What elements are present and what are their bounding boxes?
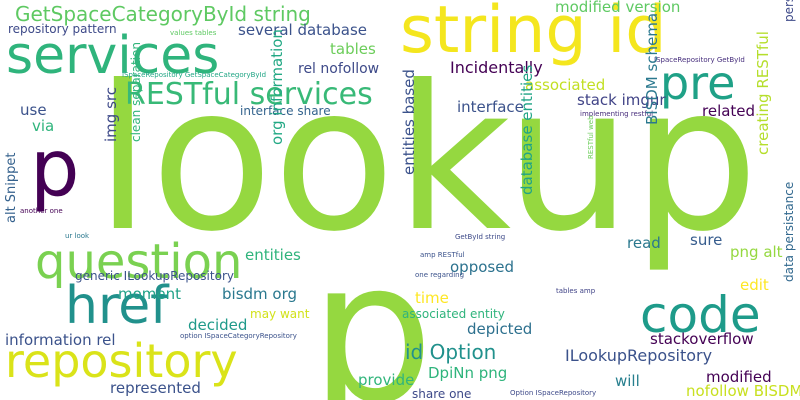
cloud-word: tables amp	[556, 287, 596, 295]
cloud-word: database entities	[518, 64, 536, 195]
cloud-word: img src	[102, 87, 120, 142]
cloud-word: use	[20, 101, 47, 119]
cloud-word: ur look	[65, 232, 90, 240]
cloud-word: data persistance	[782, 181, 796, 282]
cloud-word: GetById string	[455, 233, 506, 241]
cloud-word: information rel	[5, 331, 116, 349]
cloud-word: share one	[412, 387, 472, 400]
cloud-word: bisdm org	[222, 285, 298, 303]
cloud-word: DpiNn png	[428, 364, 508, 382]
cloud-word: depicted	[467, 320, 533, 338]
cloud-word: modified version	[555, 0, 681, 16]
cloud-word: opposed	[450, 258, 514, 276]
cloud-word: via	[32, 117, 55, 135]
cloud-word: persistance retrieval	[782, 0, 796, 22]
cloud-word: p	[310, 219, 434, 400]
cloud-word: entities	[245, 246, 301, 264]
cloud-word: amp RESTful	[420, 251, 465, 259]
cloud-word: clean separation	[129, 42, 143, 142]
cloud-word: sure	[690, 231, 723, 249]
cloud-word: tables	[330, 40, 376, 58]
cloud-word: p	[30, 124, 80, 214]
cloud-word: nofollow BISDM	[686, 382, 800, 400]
cloud-word: href	[65, 276, 169, 336]
cloud-word: id Option	[405, 340, 497, 364]
cloud-word: creating RESTful	[754, 31, 772, 155]
cloud-word: pre	[660, 56, 736, 110]
cloud-word: several database	[238, 21, 367, 39]
cloud-word: implementing restful	[580, 110, 654, 118]
cloud-word: RESTful web	[587, 115, 595, 159]
cloud-word: interface share	[240, 104, 331, 118]
cloud-word: may want	[250, 307, 310, 321]
cloud-word: associated	[525, 76, 606, 94]
cloud-word: ILookupRepository	[565, 346, 713, 365]
cloud-word: associated entity	[402, 307, 505, 321]
cloud-word: repository	[5, 334, 238, 388]
cloud-word: interface	[457, 98, 524, 116]
cloud-word: moment	[118, 285, 182, 303]
cloud-word: string id	[400, 0, 667, 68]
cloud-word: one regarding	[415, 271, 465, 279]
cloud-word: values tables	[170, 29, 217, 37]
cloud-word: read	[627, 234, 661, 252]
cloud-word: stack imgur	[577, 91, 666, 109]
cloud-word: decided	[188, 316, 248, 334]
cloud-word: repository pattern	[8, 22, 117, 36]
cloud-word: ISpaceRepository GetSpaceCategoryById	[122, 71, 267, 79]
cloud-word: provide	[358, 371, 415, 389]
cloud-word: RESTful services	[125, 77, 373, 112]
cloud-word: BISDM schema	[643, 12, 661, 125]
cloud-word: code	[640, 286, 761, 344]
cloud-word: alt Snippet	[4, 152, 19, 223]
cloud-word: png alt	[730, 243, 783, 261]
cloud-word: rel nofollow	[298, 61, 380, 77]
cloud-word: stackoverflow	[650, 330, 754, 348]
cloud-word: Option ISpaceRepository	[510, 389, 597, 397]
cloud-word: Incidentally	[450, 58, 543, 77]
cloud-word: GetSpaceCategoryById string	[15, 2, 311, 26]
cloud-word: services	[6, 26, 220, 86]
cloud-word: org information	[268, 29, 286, 145]
cloud-word: will	[615, 372, 640, 390]
cloud-word: edit	[740, 276, 769, 294]
cloud-word: entities based	[400, 69, 418, 175]
cloud-word: another one	[20, 207, 63, 215]
cloud-word: lookup	[95, 43, 759, 276]
cloud-word: option ISpaceCategoryRepository	[180, 332, 297, 340]
cloud-word: generic ILookupRepository	[75, 269, 234, 283]
cloud-word: related	[702, 102, 756, 120]
cloud-word: modified	[706, 368, 772, 386]
cloud-word: time	[415, 289, 449, 307]
cloud-word: represented	[110, 379, 201, 397]
cloud-word: ISpaceRepository GetById	[654, 56, 745, 64]
cloud-word: question	[35, 234, 243, 290]
